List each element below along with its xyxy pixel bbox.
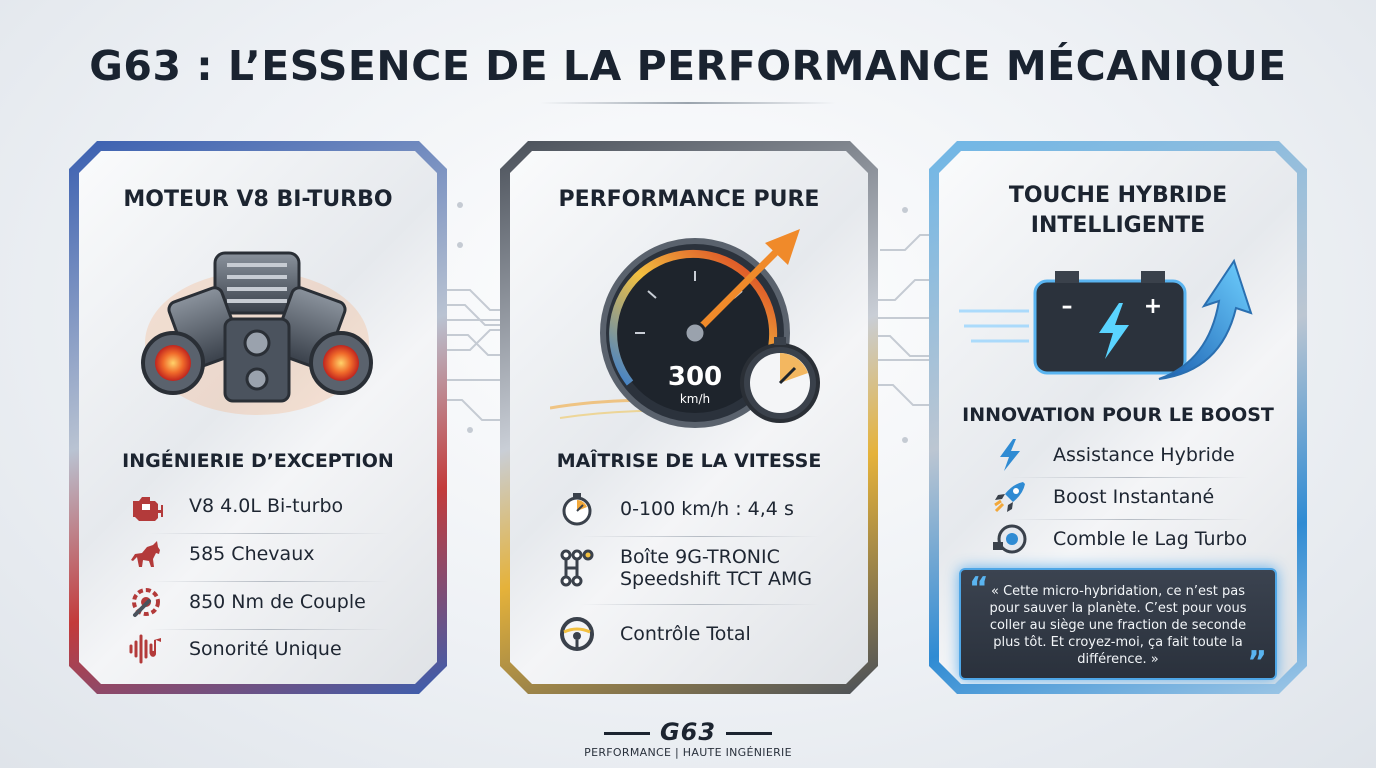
wrench-gear-icon: [127, 583, 165, 621]
footer-logo: G63: [659, 718, 717, 746]
card-hybrid-title-line1: TOUCHE HYBRIDE: [1008, 183, 1228, 208]
feature-label: Boost Instantané: [1053, 486, 1215, 508]
feature-label: 585 Chevaux: [189, 543, 315, 565]
card-hybrid: TOUCHE HYBRIDE INTELLIGENTE – + INNOVATI…: [929, 141, 1307, 694]
gauge-value: 300: [668, 362, 722, 392]
feature-label: Assistance Hybride: [1053, 444, 1235, 466]
stopwatch-icon: [558, 490, 596, 528]
card-performance: PERFORMANCE PURE 300 km/h: [500, 141, 878, 694]
footer-line-left: [604, 732, 650, 735]
card-performance-section-title: MAÎTRISE DE LA VITESSE: [556, 450, 822, 472]
feature-item: Contrôle Total: [558, 615, 751, 653]
feature-label: V8 4.0L Bi-turbo: [189, 495, 344, 517]
feature-label-line1: Boîte 9G-TRONIC: [620, 546, 780, 568]
card-engine-title: MOTEUR V8 BI-TURBO: [123, 187, 393, 212]
feature-item: V8 4.0L Bi-turbo: [127, 487, 343, 525]
feature-item: 585 Chevaux: [127, 535, 314, 573]
quote-text: « Cette micro-hybridation, ce n’est pas …: [989, 584, 1247, 667]
feature-divider: [1009, 477, 1249, 478]
svg-text:+: +: [1144, 294, 1162, 319]
feature-label: 850 Nm de Couple: [189, 591, 366, 613]
card-performance-title: PERFORMANCE PURE: [558, 187, 820, 212]
feature-item: Sonorité Unique: [127, 630, 342, 668]
feature-divider: [149, 533, 389, 534]
speedometer-illustration: 300 km/h: [550, 223, 840, 433]
feature-divider: [1009, 519, 1249, 520]
horse-icon: [127, 535, 165, 573]
feature-label-line2: Speedshift TCT AMG: [620, 568, 813, 590]
sound-wave-icon: [127, 630, 165, 668]
card-engine-section-title: INGÉNIERIE D’EXCEPTION: [122, 450, 394, 472]
card-hybrid-title-line2: INTELLIGENTE: [1030, 213, 1206, 238]
svg-text:–: –: [1062, 294, 1073, 319]
page-title: G63 : L’ESSENCE DE LA PERFORMANCE MÉCANI…: [89, 42, 1287, 90]
twin-turbo-v8-engine-illustration: [137, 233, 377, 423]
feature-divider: [149, 629, 389, 630]
feature-divider: [149, 581, 389, 582]
engine-warning-icon: [127, 487, 165, 525]
feature-label: Comble le Lag Turbo: [1053, 528, 1248, 550]
feature-label: Contrôle Total: [620, 623, 751, 645]
lightning-icon: [991, 436, 1029, 474]
feature-item: Comble le Lag Turbo: [991, 520, 1247, 558]
feature-label: 0-100 km/h : 4,4 s: [620, 498, 794, 520]
card-engine: MOTEUR V8 BI-TURBO INGÉNIERI: [69, 141, 447, 694]
steering-wheel-icon: [558, 615, 596, 653]
feature-divider: [580, 604, 820, 605]
feature-item: Boîte 9G-TRONIC Speedshift TCT AMG: [558, 546, 812, 590]
title-divider: [540, 102, 836, 104]
feature-item: 0-100 km/h : 4,4 s: [558, 490, 794, 528]
gear-shift-icon: [558, 549, 596, 587]
turbo-icon: [991, 520, 1029, 558]
footer-subtitle: PERFORMANCE | HAUTE INGÉNIERIE: [584, 746, 792, 759]
feature-divider: [580, 536, 820, 537]
close-quote-icon: ”: [1247, 645, 1267, 680]
feature-label: Sonorité Unique: [189, 638, 342, 660]
feature-item: Assistance Hybride: [991, 436, 1235, 474]
footer-line-right: [726, 732, 772, 735]
quote-box: “ « Cette micro-hybridation, ce n’est pa…: [959, 568, 1277, 680]
gauge-unit: km/h: [680, 392, 710, 406]
battery-boost-illustration: – +: [959, 251, 1279, 391]
feature-item: 850 Nm de Couple: [127, 583, 366, 621]
rocket-icon: [991, 478, 1029, 516]
open-quote-icon: “: [969, 571, 989, 606]
card-hybrid-section-title: INNOVATION POUR LE BOOST: [962, 404, 1274, 426]
feature-item: Boost Instantané: [991, 478, 1214, 516]
